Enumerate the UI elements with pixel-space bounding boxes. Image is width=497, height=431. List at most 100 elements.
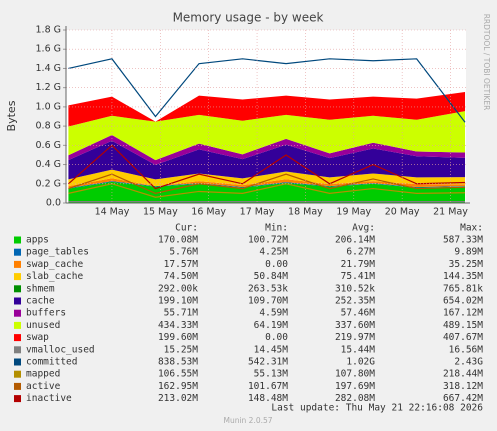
- legend-label: buffers: [26, 308, 66, 319]
- legend-stat: 162.95M: [158, 381, 198, 392]
- legend-stat: 75.41M: [341, 271, 376, 282]
- legend-stat: 2.43G: [454, 357, 483, 368]
- legend-stat: 0.00: [265, 332, 288, 343]
- legend-swatch: [14, 297, 21, 305]
- x-tick-label: 16 May: [191, 207, 226, 218]
- legend: Cur: Min: Avg: Max: apps 170.08M 100.72M 206.14…: [14, 223, 484, 404]
- legend-stat: 199.60M: [158, 332, 198, 343]
- legend-stat: 219.97M: [335, 332, 375, 343]
- x-tick-label: 20 May: [385, 207, 420, 218]
- x-tick-label: 14 May: [95, 207, 130, 218]
- area: [68, 140, 466, 180]
- legend-stat: 6.27M: [346, 247, 375, 258]
- last-update: Last update: Thu May 21 22:16:08 2026: [271, 403, 483, 414]
- legend-label: swap_cache: [26, 259, 83, 270]
- line: [68, 144, 466, 190]
- legend-label: active: [26, 381, 61, 392]
- legend-header: Max:: [460, 223, 483, 234]
- legend-stat: 838.53M: [158, 357, 198, 368]
- legend-stat: 282.08M: [335, 393, 375, 404]
- line: [68, 173, 466, 195]
- legend-stat: 292.00k: [158, 283, 198, 294]
- y-tick-label: 0.2 G: [36, 178, 62, 189]
- legend-swatch: [14, 236, 21, 244]
- y-tick-label: 1.4 G: [36, 63, 62, 74]
- legend-stat: 197.69M: [335, 381, 375, 392]
- legend-stat: 167.12M: [443, 308, 483, 319]
- axes: 0.0 0.2 G 0.4 G 0.6 G 0.8 G 1.0 G 1.2 G 1.4 G 1.…: [36, 25, 470, 218]
- legend-swatch: [14, 334, 21, 342]
- y-tick-label: 1.2 G: [36, 82, 62, 93]
- legend-swatch: [14, 358, 21, 366]
- area: [68, 111, 466, 161]
- legend-swatch: [14, 260, 21, 268]
- y-tick-label: 1.6 G: [36, 44, 62, 55]
- legend-stat: 542.31M: [248, 357, 288, 368]
- legend-stat: 144.35M: [443, 271, 483, 282]
- legend-label: page_tables: [26, 247, 89, 258]
- legend-stat: 55.13M: [254, 369, 289, 380]
- legend-swatch: [14, 370, 21, 378]
- legend-label: slab_cache: [26, 271, 83, 282]
- legend-swatch: [14, 309, 21, 317]
- area: [68, 169, 466, 187]
- legend-stat: 318.12M: [443, 381, 483, 392]
- legend-swatch: [14, 273, 21, 281]
- legend-stat: 1.02G: [346, 357, 375, 368]
- chart-title: Memory usage - by week: [173, 11, 324, 25]
- y-tick-label: 1.8 G: [36, 25, 62, 36]
- area: [68, 135, 466, 165]
- legend-stat: 106.55M: [158, 369, 198, 380]
- legend-stat: 407.67M: [443, 332, 483, 343]
- legend-label: committed: [26, 357, 77, 368]
- y-tick-label: 0.4 G: [36, 159, 62, 170]
- legend-stat: 15.44M: [341, 344, 376, 355]
- legend-stat: 5.76M: [169, 247, 198, 258]
- legend-stat: 16.56M: [449, 344, 484, 355]
- x-tick-label: 17 May: [240, 207, 275, 218]
- legend-stat: 206.14M: [335, 235, 375, 246]
- legend-stat: 57.46M: [341, 308, 376, 319]
- y-tick-label: 0.8 G: [36, 121, 62, 132]
- legend-stat: 765.81k: [443, 283, 483, 294]
- legend-stat: 654.02M: [443, 296, 483, 307]
- line: [68, 58, 466, 123]
- legend-stat: 170.08M: [158, 235, 198, 246]
- area: [68, 178, 466, 189]
- side-text: RRDTOOL / TOBI OETIKER: [482, 14, 491, 111]
- area: [68, 181, 466, 203]
- legend-stat: 0.00: [265, 259, 288, 270]
- legend-swatch: [14, 346, 21, 354]
- legend-stat: 310.52k: [335, 283, 375, 294]
- y-axis-label: Bytes: [5, 100, 18, 131]
- legend-label: inactive: [26, 393, 72, 404]
- legend-stat: 434.33M: [158, 320, 198, 331]
- legend-stat: 252.35M: [335, 296, 375, 307]
- legend-stat: 14.45M: [254, 344, 289, 355]
- legend-stat: 199.10M: [158, 296, 198, 307]
- legend-label: mapped: [26, 369, 60, 380]
- legend-stat: 74.50M: [164, 271, 199, 282]
- legend-stat: 263.53k: [248, 283, 288, 294]
- legend-label: vmalloc_used: [26, 344, 95, 355]
- legend-swatch: [14, 382, 21, 390]
- legend-stat: 337.60M: [335, 320, 375, 331]
- legend-stat: 213.02M: [158, 393, 198, 404]
- legend-stat: 4.59M: [259, 308, 288, 319]
- legend-stat: 9.89M: [454, 247, 483, 258]
- legend-label: swap: [26, 332, 49, 343]
- legend-swatch: [14, 395, 21, 403]
- legend-stat: 17.57M: [164, 259, 199, 270]
- legend-stat: 489.15M: [443, 320, 483, 331]
- legend-stat: 587.33M: [443, 235, 483, 246]
- legend-header: Cur:: [175, 223, 198, 234]
- line: [68, 183, 466, 198]
- legend-stat: 55.71M: [164, 308, 199, 319]
- x-tick-label: 19 May: [336, 207, 371, 218]
- legend-label: shmem: [26, 283, 55, 294]
- legend-stat: 107.80M: [335, 369, 375, 380]
- legend-header: Avg:: [352, 223, 375, 234]
- plot: [68, 58, 466, 203]
- legend-header: Min:: [265, 223, 288, 234]
